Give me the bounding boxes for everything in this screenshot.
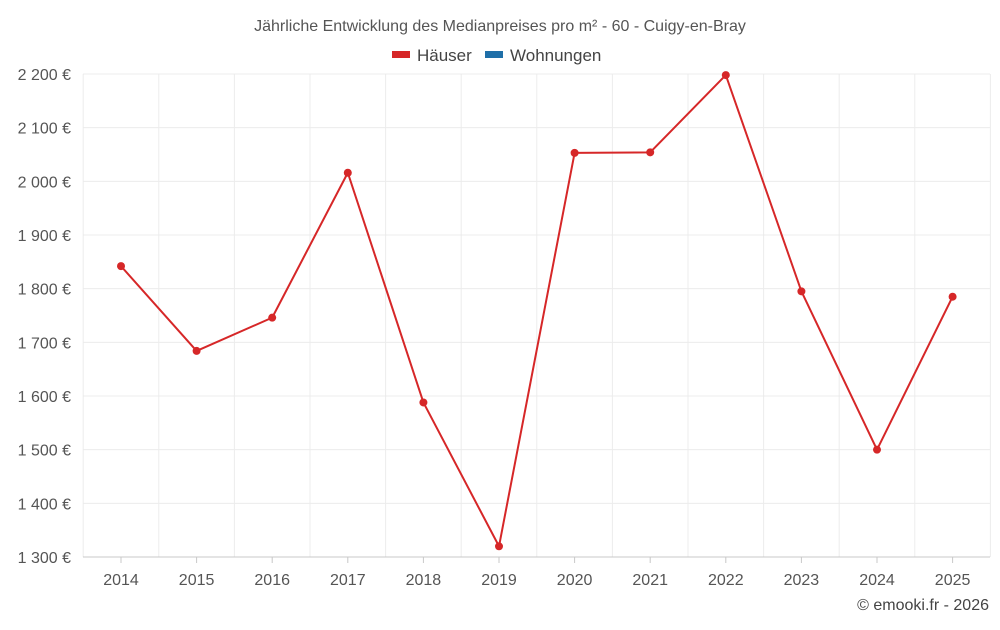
- x-tick-label: 2016: [254, 572, 290, 589]
- data-point-haeuser: [495, 542, 503, 551]
- x-tick-label: 2021: [632, 572, 668, 589]
- y-tick-label: 1 700 €: [18, 335, 71, 352]
- axes: 1 300 € 1 400 € 1 500 € 1 600 € 1 700 € 1 800…: [18, 67, 990, 589]
- data-point-haeuser: [419, 398, 428, 407]
- legend-swatch-haeuser: [392, 51, 410, 58]
- y-tick-label: 1 400 €: [18, 496, 71, 513]
- x-tick-label: 2014: [103, 572, 139, 589]
- credit-text: © emooki.fr - 2026: [857, 597, 989, 614]
- x-tick-label: 2025: [935, 572, 971, 589]
- y-tick-label: 1 300 €: [18, 550, 71, 567]
- x-tick-label: 2019: [481, 572, 517, 589]
- x-tick-label: 2020: [557, 572, 593, 589]
- chart-title: Jährliche Entwicklung des Medianpreises …: [254, 18, 746, 35]
- series-line-haeuser: [120, 74, 954, 548]
- y-tick-label: 1 600 €: [18, 389, 71, 406]
- legend-label-haeuser: Häuser: [417, 46, 472, 65]
- x-tick-label: 2022: [708, 572, 744, 589]
- y-tick-label: 2 200 €: [18, 67, 71, 84]
- legend-item-haeuser[interactable]: Häuser: [392, 46, 472, 65]
- series-layer: [117, 71, 957, 551]
- data-point-haeuser: [343, 168, 352, 177]
- x-tick-label: 2017: [330, 572, 366, 589]
- data-point-haeuser: [948, 292, 957, 301]
- data-point-haeuser: [192, 346, 201, 355]
- grid-lines: [82, 73, 991, 557]
- data-point-haeuser: [570, 148, 579, 157]
- x-tick-label: 2015: [179, 572, 215, 589]
- legend[interactable]: Häuser Wohnungen: [392, 46, 601, 65]
- y-tick-label: 1 900 €: [18, 228, 71, 245]
- legend-item-wohnungen[interactable]: Wohnungen: [485, 46, 601, 65]
- data-point-haeuser: [117, 262, 125, 271]
- x-tick-label: 2024: [859, 572, 895, 589]
- x-tick-label: 2018: [406, 572, 442, 589]
- legend-label-wohnungen: Wohnungen: [510, 46, 601, 65]
- data-point-haeuser: [797, 287, 806, 296]
- y-tick-label: 1 800 €: [18, 282, 71, 299]
- y-tick-label: 1 500 €: [18, 443, 71, 460]
- data-point-haeuser: [721, 71, 730, 80]
- y-tick-label: 2 000 €: [18, 174, 71, 191]
- data-point-haeuser: [873, 445, 881, 454]
- data-point-haeuser: [646, 148, 655, 157]
- data-point-haeuser: [268, 313, 277, 322]
- legend-swatch-wohnungen: [485, 51, 503, 58]
- y-tick-label: 2 100 €: [18, 121, 71, 138]
- x-tick-label: 2023: [784, 572, 820, 589]
